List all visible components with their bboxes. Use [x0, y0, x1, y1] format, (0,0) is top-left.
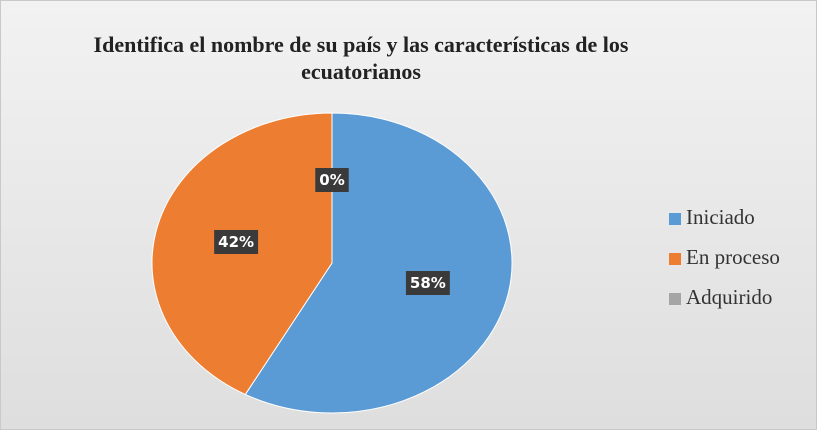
legend-swatch — [669, 213, 681, 225]
data-label-text: 0% — [319, 171, 344, 189]
data-label-box — [214, 229, 259, 254]
chart-title: Identifica el nombre de su país y las ca… — [93, 32, 629, 84]
data-label: 58% — [405, 271, 450, 296]
legend-label: Adquirido — [686, 285, 772, 309]
data-label: 0% — [315, 168, 349, 192]
data-label-box — [315, 168, 349, 192]
data-label-text: 58% — [410, 274, 446, 292]
legend-swatch — [669, 253, 681, 265]
pie-slice — [244, 112, 513, 414]
legend-label: Iniciado — [686, 205, 755, 229]
data-label-box — [405, 271, 450, 296]
data-label: 42% — [214, 229, 259, 254]
legend-label: En proceso — [686, 245, 780, 269]
data-label-text: 42% — [218, 233, 254, 251]
legend-swatch — [669, 293, 681, 305]
